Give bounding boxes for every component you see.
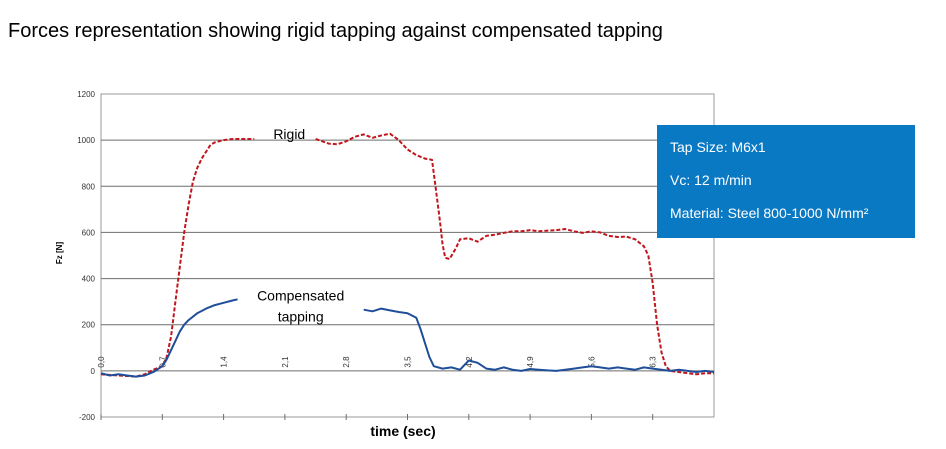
annotation-label: Rigid [273, 126, 305, 142]
x-tick-label: 4,2 [465, 356, 474, 368]
material-label: Material: [670, 205, 724, 221]
annotation-label: tapping [278, 308, 324, 324]
y-tick-label: 400 [82, 275, 96, 284]
tap-size-line: Tap Size: M6x1 [670, 138, 915, 171]
x-tick-label: 5,6 [587, 356, 596, 368]
y-tick-label: 200 [82, 321, 96, 330]
x-tick-label: 1,4 [220, 356, 229, 368]
plot-area [100, 93, 715, 418]
series-lines [100, 132, 715, 378]
y-tick-label: 800 [82, 182, 96, 191]
x-tick-label: 0,0 [97, 356, 106, 368]
plot-frame [100, 93, 715, 418]
x-tick-label: 3,5 [404, 356, 413, 368]
tap-size-label: Tap Size: [670, 139, 728, 155]
annotation-label: Compensated [257, 287, 344, 303]
x-axis-title: time (sec) [370, 423, 435, 439]
vc-label: Vc: [670, 172, 691, 188]
y-tick-label: 600 [82, 228, 96, 237]
y-axis-title: Fz [N] [55, 242, 64, 265]
x-tick-label: 6,3 [649, 356, 658, 368]
material-line: Material: Steel 800-1000 N/mm² [670, 204, 915, 237]
vc-line: Vc: 12 m/min [670, 171, 915, 204]
annotations: Rigid Compensated tapping [257, 126, 344, 324]
x-tick-label: 0,7 [158, 356, 167, 368]
x-tick-label: 4,9 [526, 356, 535, 368]
material-value: Steel 800-1000 N/mm² [727, 205, 869, 221]
series-line [100, 298, 238, 378]
x-tick-label: 2,1 [281, 356, 290, 368]
x-tick-labels: 0,0 0,7 1,4 2,1 2,8 3,5 4,2 4,9 5,6 6,3 [97, 356, 658, 368]
y-tick-label: 0 [91, 367, 96, 376]
tap-size-value: M6x1 [731, 139, 766, 155]
x-tick-label: 2,8 [342, 356, 351, 368]
gridlines [100, 139, 714, 420]
series-line [315, 132, 714, 376]
y-tick-label: 1200 [77, 90, 95, 99]
parameters-box: Tap Size: M6x1 Vc: 12 m/min Material: St… [657, 125, 915, 238]
series-line [100, 138, 255, 378]
y-tick-labels: -200 0 200 400 600 800 1000 1200 [77, 90, 95, 422]
page-title: Forces representation showing rigid tapp… [8, 20, 663, 42]
series-line [363, 307, 715, 373]
y-tick-label: -200 [79, 413, 96, 422]
vc-value: 12 m/min [694, 172, 752, 188]
y-tick-label: 1000 [77, 136, 95, 145]
